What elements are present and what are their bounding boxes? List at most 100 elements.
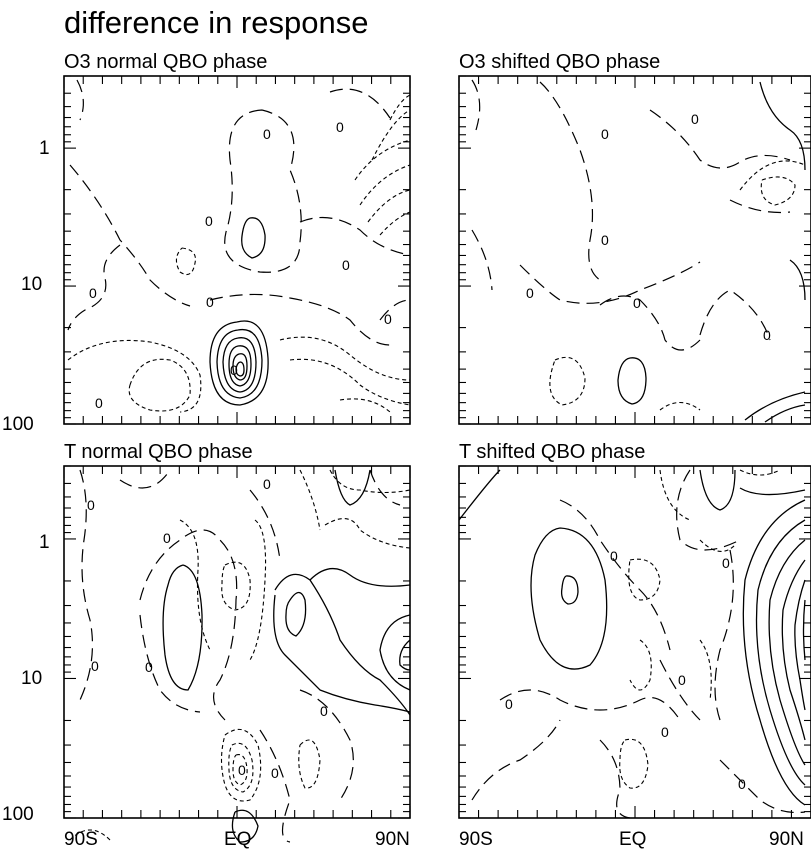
contour-dotted xyxy=(298,739,321,789)
zero-label: 0 xyxy=(95,395,103,411)
contour-dashed xyxy=(519,261,701,304)
contour-dotted xyxy=(699,639,712,701)
zero-label: 0 xyxy=(336,119,344,135)
contour-dotted xyxy=(232,753,248,786)
contour-dashed xyxy=(699,289,771,341)
contour-solid xyxy=(285,591,307,637)
zero-label: 0 xyxy=(691,111,699,127)
x-tick-label: EQ xyxy=(619,829,646,850)
x-tick-label: EQ xyxy=(224,829,251,850)
contour-dotted xyxy=(359,164,411,206)
zero-label: 0 xyxy=(263,126,271,142)
contour-dotted xyxy=(379,211,411,236)
y-tick-label: 100 xyxy=(2,414,34,435)
tick-marks xyxy=(458,465,811,819)
contours xyxy=(69,469,411,843)
contour-dashed xyxy=(259,729,291,843)
contour-solid xyxy=(764,404,806,423)
contour-solid xyxy=(781,559,806,741)
contour-dotted xyxy=(628,558,661,601)
contour-dashed xyxy=(139,529,238,721)
zero-labels: 0 0 0 0 0 0 xyxy=(505,548,746,792)
zero-label: 0 xyxy=(601,232,609,248)
contour-dashed xyxy=(369,469,401,506)
contour-solid xyxy=(802,599,806,661)
zero-label: 0 xyxy=(205,213,213,229)
contour-dashed xyxy=(299,689,354,801)
contour-dotted xyxy=(69,829,111,841)
contour-dashed xyxy=(76,79,84,121)
zero-labels: 0 0 0 0 0 0 0 0 0 xyxy=(89,119,392,411)
contours xyxy=(458,469,806,819)
contour-dashed xyxy=(471,79,481,131)
contour-dotted xyxy=(739,160,806,191)
contour-dotted xyxy=(549,356,586,406)
y-tick-label: 10 xyxy=(21,274,42,295)
y-tick-label: 100 xyxy=(2,804,34,825)
x-tick-label: 90N xyxy=(769,829,804,850)
contour-dotted xyxy=(228,742,254,793)
panel-title: O3 shifted QBO phase xyxy=(459,51,660,73)
contour-solid xyxy=(235,361,245,377)
zero-label: 0 xyxy=(601,126,609,142)
contour-dashed xyxy=(559,499,671,651)
contour-dotted xyxy=(389,94,411,121)
zero-label: 0 xyxy=(384,311,392,327)
contour-dotted xyxy=(659,469,691,521)
zero-label: 0 xyxy=(320,703,328,719)
contour-solid xyxy=(379,614,411,691)
contour-dashed xyxy=(139,614,201,713)
plot-frame xyxy=(458,75,811,425)
contour-dotted xyxy=(221,561,251,611)
zero-label: 0 xyxy=(91,658,99,674)
tick-marks xyxy=(63,75,411,425)
contour-dotted xyxy=(324,518,411,549)
contour-dashed xyxy=(599,295,701,351)
contour-dashed xyxy=(329,88,391,119)
contour-solid xyxy=(228,345,252,387)
x-tick-label: 90S xyxy=(64,829,98,850)
zero-labels: 0 0 0 0 0 0 xyxy=(526,111,771,343)
contour-solid xyxy=(216,328,263,399)
panel-o3-normal: O3 normal QBO phase xyxy=(21,51,411,425)
contour-solid xyxy=(739,487,806,496)
contour-dashed xyxy=(69,164,191,307)
contour-dotted xyxy=(128,358,191,412)
contour-dotted xyxy=(339,398,391,413)
panel-title: T normal QBO phase xyxy=(64,441,253,463)
contour-dashed xyxy=(719,759,806,814)
contour-dashed xyxy=(224,109,302,273)
contour-dotted xyxy=(289,358,411,406)
contour-dashed xyxy=(729,199,791,214)
contour-solid xyxy=(617,357,647,405)
figure-title: difference in response xyxy=(64,5,368,40)
contour-dashed xyxy=(471,719,561,801)
tick-marks xyxy=(63,465,411,819)
contour-solid xyxy=(241,217,266,259)
contour-solid xyxy=(334,469,371,506)
contour-dotted xyxy=(179,519,211,651)
contour-dotted xyxy=(619,738,649,789)
contour-solid xyxy=(458,469,501,521)
zero-label: 0 xyxy=(526,285,534,301)
contour-dotted xyxy=(659,401,701,411)
contour-solid xyxy=(699,469,736,511)
zero-label: 0 xyxy=(342,257,350,273)
zero-label: 0 xyxy=(89,285,97,301)
contour-dotted xyxy=(739,469,781,476)
x-tick-label: 90N xyxy=(375,829,410,850)
contour-dotted xyxy=(629,639,652,691)
contour-dotted xyxy=(760,176,796,206)
plot-frame xyxy=(458,465,811,819)
contour-dashed xyxy=(471,229,493,291)
contour-dotted xyxy=(354,139,411,181)
contour-solid xyxy=(222,337,257,393)
zero-label: 0 xyxy=(206,294,214,310)
contour-dotted xyxy=(299,469,321,531)
tick-marks xyxy=(458,75,811,425)
contour-dotted xyxy=(279,336,411,381)
panel-title: O3 normal QBO phase xyxy=(64,51,267,73)
y-tick-label: 10 xyxy=(21,668,42,689)
zero-label: 0 xyxy=(230,362,238,378)
